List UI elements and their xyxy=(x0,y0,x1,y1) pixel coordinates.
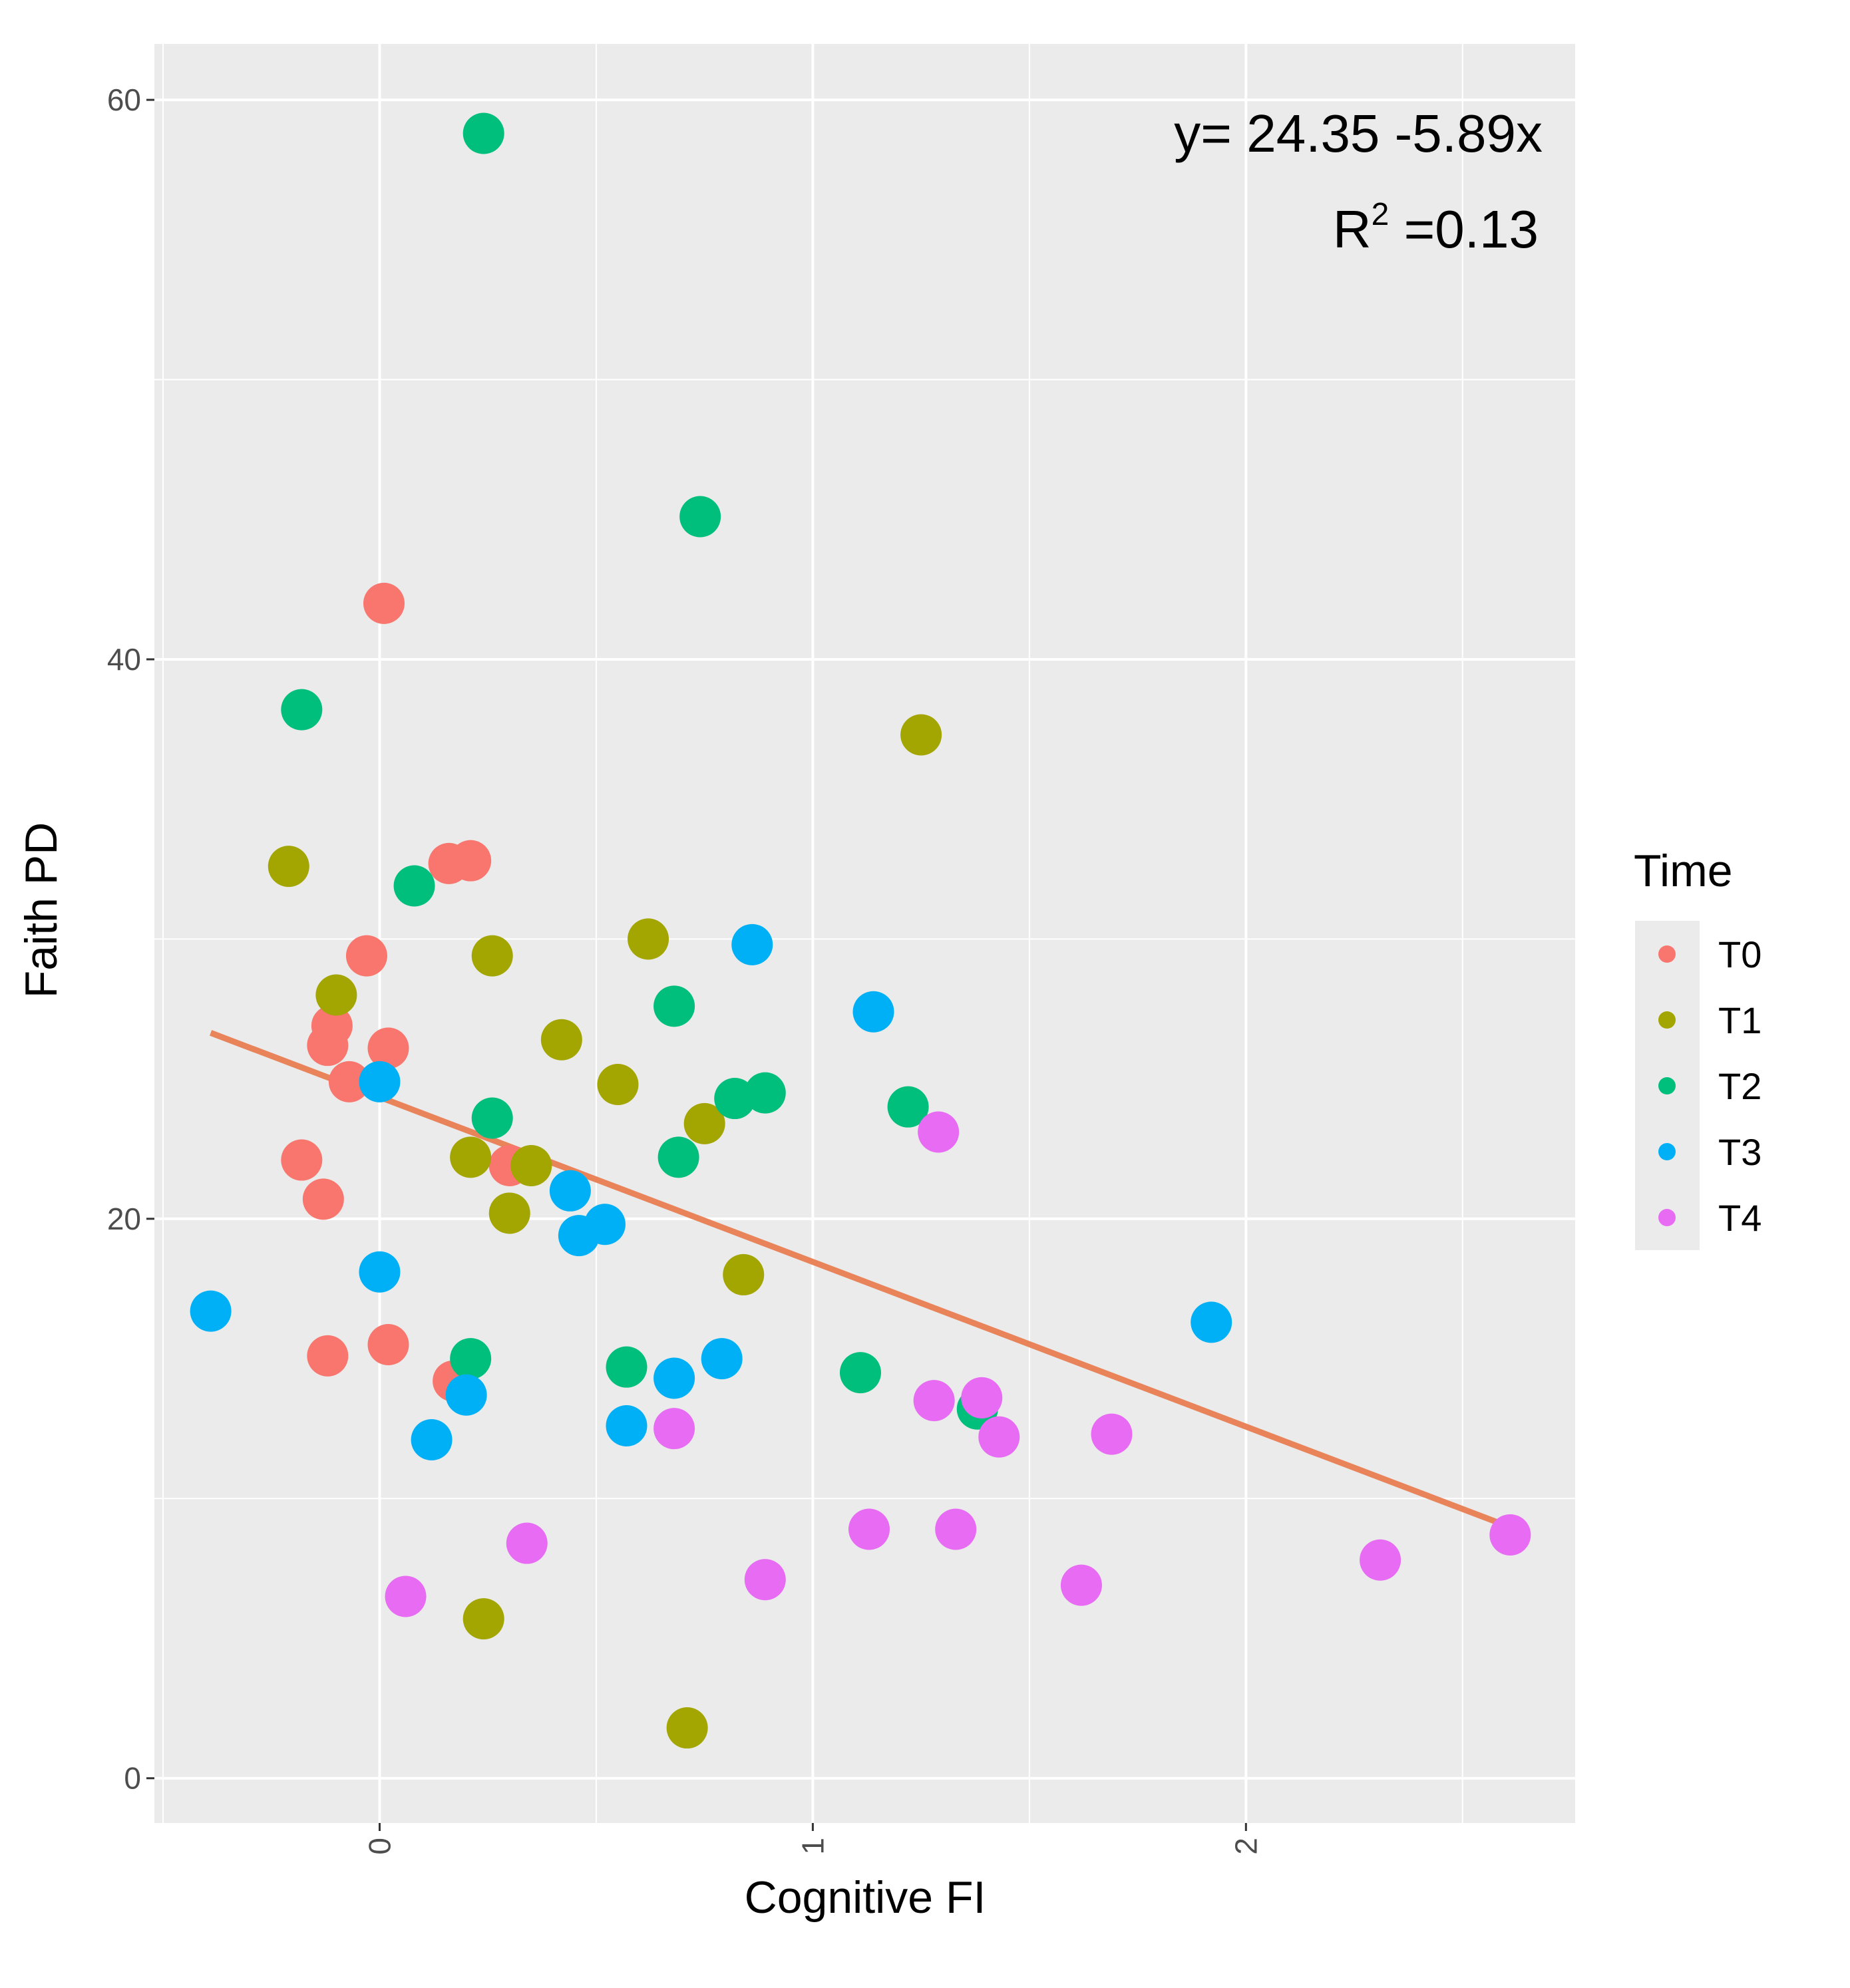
data-point-t0 xyxy=(302,1178,344,1220)
data-point-t1 xyxy=(471,935,513,977)
data-point-t0 xyxy=(363,582,405,624)
data-point-t0 xyxy=(367,1027,409,1069)
data-point-t2 xyxy=(471,1097,513,1139)
axes: 0 20 40 60 0 1 2 xyxy=(107,83,1263,1855)
data-point-t4 xyxy=(744,1559,786,1601)
data-point-t3 xyxy=(584,1204,626,1245)
data-point-t4 xyxy=(978,1416,1020,1458)
data-point-t1 xyxy=(450,1136,492,1178)
data-point-t0 xyxy=(281,1139,323,1181)
data-point-t4 xyxy=(913,1380,955,1422)
grid-lines xyxy=(154,44,1575,1823)
data-point-t2 xyxy=(653,985,695,1027)
data-point-t2 xyxy=(606,1346,648,1388)
data-point-t0 xyxy=(367,1324,409,1366)
regression-line xyxy=(210,1030,1507,1529)
x-axis-title: Cognitive FI xyxy=(745,1872,986,1923)
data-point-t3 xyxy=(731,923,773,965)
data-point-t2 xyxy=(887,1086,929,1128)
x-tick-label: 0 xyxy=(362,1838,397,1855)
data-point-t4 xyxy=(1489,1514,1531,1556)
legend-key-t2 xyxy=(1658,1077,1676,1094)
data-point-t1 xyxy=(723,1253,765,1295)
data-point-t3 xyxy=(1191,1301,1232,1343)
legend-key-t1 xyxy=(1658,1011,1676,1029)
legend-title: Time xyxy=(1634,846,1733,896)
r-squared-annotation: R2 =0.13 xyxy=(1333,197,1539,259)
legend-label-t4: T4 xyxy=(1718,1197,1761,1239)
y-tick-label: 40 xyxy=(107,642,141,677)
data-point-t4 xyxy=(653,1408,695,1450)
data-point-t1 xyxy=(268,846,309,888)
data-point-t2 xyxy=(450,1338,492,1380)
legend-label-t1: T1 xyxy=(1718,999,1761,1041)
data-point-t0 xyxy=(328,1061,370,1102)
x-tick-label: 2 xyxy=(1228,1838,1263,1855)
y-axis-title: Faith PD xyxy=(16,822,67,999)
data-point-t1 xyxy=(540,1019,582,1061)
data-point-t3 xyxy=(445,1374,487,1416)
legend: Time T0 T1 T2 T3 T4 xyxy=(1634,846,1761,1250)
data-point-t0 xyxy=(307,1335,349,1377)
legend-key-t3 xyxy=(1658,1143,1676,1160)
r-squared-exponent: 2 xyxy=(1372,197,1389,232)
legend-label-t2: T2 xyxy=(1718,1065,1761,1107)
y-tick-label: 60 xyxy=(107,83,141,117)
data-point-t4 xyxy=(1360,1539,1401,1581)
data-points xyxy=(190,112,1531,1749)
data-point-t4 xyxy=(848,1508,890,1550)
data-point-t2 xyxy=(744,1072,786,1114)
x-tick-label: 1 xyxy=(795,1838,830,1855)
data-point-t3 xyxy=(359,1251,401,1293)
data-point-t3 xyxy=(549,1170,591,1212)
data-point-t1 xyxy=(510,1144,552,1186)
data-point-t0 xyxy=(450,840,492,882)
data-point-t2 xyxy=(281,689,323,731)
equation-annotation: y= 24.35 -5.89x xyxy=(1174,104,1543,163)
data-point-t4 xyxy=(1091,1413,1133,1455)
data-point-t3 xyxy=(190,1290,232,1332)
data-point-t2 xyxy=(657,1136,699,1178)
data-point-t1 xyxy=(628,918,669,960)
data-point-t4 xyxy=(935,1508,977,1550)
data-point-t4 xyxy=(961,1377,1003,1418)
legend-label-t0: T0 xyxy=(1718,933,1761,975)
data-point-t1 xyxy=(315,974,357,1016)
data-point-t3 xyxy=(359,1061,401,1102)
r-squared-value: =0.13 xyxy=(1389,200,1539,259)
data-point-t1 xyxy=(597,1064,639,1106)
data-point-t1 xyxy=(900,714,942,756)
data-point-t3 xyxy=(606,1405,648,1446)
data-point-t4 xyxy=(506,1522,548,1564)
data-point-t3 xyxy=(852,991,894,1033)
data-point-t4 xyxy=(918,1111,960,1153)
data-point-t3 xyxy=(411,1418,453,1460)
data-point-t0 xyxy=(345,935,387,977)
data-point-t2 xyxy=(839,1352,881,1394)
legend-label-t3: T3 xyxy=(1718,1131,1761,1173)
data-point-t3 xyxy=(653,1357,695,1399)
y-tick-label: 0 xyxy=(124,1761,141,1796)
legend-key-t0 xyxy=(1658,945,1676,963)
data-point-t1 xyxy=(666,1707,708,1749)
y-tick-label: 20 xyxy=(107,1202,141,1236)
data-point-t4 xyxy=(385,1575,427,1617)
data-point-t2 xyxy=(462,112,504,154)
data-point-t3 xyxy=(701,1338,743,1380)
data-point-t1 xyxy=(683,1102,725,1144)
data-point-t2 xyxy=(679,496,721,538)
data-point-t0 xyxy=(307,1025,349,1067)
r-squared-letter: R xyxy=(1333,200,1372,259)
data-point-t1 xyxy=(462,1598,504,1640)
legend-key-t4 xyxy=(1658,1209,1676,1226)
data-point-t4 xyxy=(1060,1564,1102,1606)
data-point-t1 xyxy=(488,1192,530,1234)
legend-items: T0 T1 T2 T3 T4 xyxy=(1658,933,1761,1239)
data-point-t2 xyxy=(393,865,435,907)
